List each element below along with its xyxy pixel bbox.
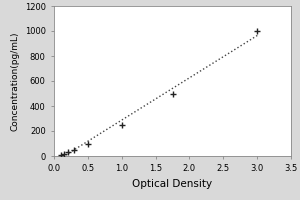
Y-axis label: Concentration(pg/mL): Concentration(pg/mL) <box>10 31 19 131</box>
X-axis label: Optical Density: Optical Density <box>132 179 213 189</box>
